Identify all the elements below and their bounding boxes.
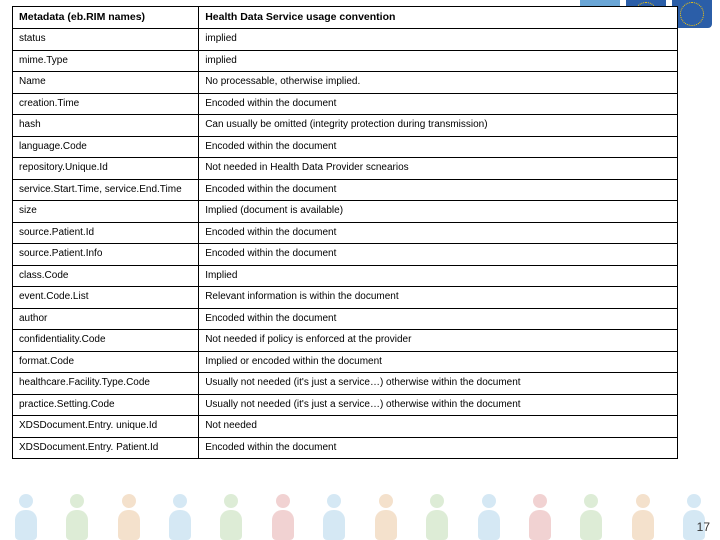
table-row: NameNo processable, otherwise implied. — [13, 72, 678, 94]
table-header-row: Metadata (eb.RIM names) Health Data Serv… — [13, 7, 678, 29]
table-row: XDSDocument.Entry. unique.IdNot needed — [13, 416, 678, 438]
person-icon — [165, 494, 195, 540]
convention-cell: Encoded within the document — [199, 437, 678, 459]
person-icon — [371, 494, 401, 540]
convention-cell: Usually not needed (it's just a service…… — [199, 394, 678, 416]
convention-cell: Encoded within the document — [199, 222, 678, 244]
metadata-cell: source.Patient.Id — [13, 222, 199, 244]
convention-cell: Encoded within the document — [199, 244, 678, 266]
table-row: mime.Typeimplied — [13, 50, 678, 72]
metadata-cell: status — [13, 29, 199, 51]
convention-cell: Not needed — [199, 416, 678, 438]
table-row: format.CodeImplied or encoded within the… — [13, 351, 678, 373]
metadata-cell: class.Code — [13, 265, 199, 287]
convention-cell: Implied — [199, 265, 678, 287]
metadata-cell: confidentiality.Code — [13, 330, 199, 352]
table-row: sizeImplied (document is available) — [13, 201, 678, 223]
metadata-table: Metadata (eb.RIM names) Health Data Serv… — [12, 6, 678, 459]
metadata-cell: repository.Unique.Id — [13, 158, 199, 180]
convention-cell: Implied or encoded within the document — [199, 351, 678, 373]
table-row: practice.Setting.CodeUsually not needed … — [13, 394, 678, 416]
metadata-cell: Name — [13, 72, 199, 94]
convention-cell: Usually not needed (it's just a service…… — [199, 373, 678, 395]
person-icon — [11, 494, 41, 540]
metadata-cell: hash — [13, 115, 199, 137]
metadata-cell: XDSDocument.Entry. Patient.Id — [13, 437, 199, 459]
person-icon — [525, 494, 555, 540]
table-row: healthcare.Facility.Type.CodeUsually not… — [13, 373, 678, 395]
person-icon — [114, 494, 144, 540]
table-row: confidentiality.CodeNot needed if policy… — [13, 330, 678, 352]
convention-cell: No processable, otherwise implied. — [199, 72, 678, 94]
convention-cell: implied — [199, 29, 678, 51]
person-icon — [628, 494, 658, 540]
person-icon — [422, 494, 452, 540]
metadata-cell: healthcare.Facility.Type.Code — [13, 373, 199, 395]
convention-cell: Implied (document is available) — [199, 201, 678, 223]
col-header-convention: Health Data Service usage convention — [199, 7, 678, 29]
convention-cell: Encoded within the document — [199, 93, 678, 115]
convention-cell: Encoded within the document — [199, 179, 678, 201]
person-icon — [62, 494, 92, 540]
table-row: authorEncoded within the document — [13, 308, 678, 330]
convention-cell: Not needed if policy is enforced at the … — [199, 330, 678, 352]
table-row: source.Patient.InfoEncoded within the do… — [13, 244, 678, 266]
convention-cell: Encoded within the document — [199, 136, 678, 158]
table-row: language.CodeEncoded within the document — [13, 136, 678, 158]
table-row: event.Code.ListRelevant information is w… — [13, 287, 678, 309]
metadata-cell: mime.Type — [13, 50, 199, 72]
table-row: source.Patient.IdEncoded within the docu… — [13, 222, 678, 244]
metadata-cell: source.Patient.Info — [13, 244, 199, 266]
table-row: repository.Unique.IdNot needed in Health… — [13, 158, 678, 180]
person-icon — [216, 494, 246, 540]
convention-cell: Encoded within the document — [199, 308, 678, 330]
page-number: 17 — [697, 520, 710, 534]
metadata-cell: service.Start.Time, service.End.Time — [13, 179, 199, 201]
convention-cell: Can usually be omitted (integrity protec… — [199, 115, 678, 137]
convention-cell: Not needed in Health Data Provider scnea… — [199, 158, 678, 180]
slide-content: Metadata (eb.RIM names) Health Data Serv… — [0, 0, 720, 461]
col-header-metadata: Metadata (eb.RIM names) — [13, 7, 199, 29]
person-icon — [576, 494, 606, 540]
person-icon — [268, 494, 298, 540]
person-icon — [474, 494, 504, 540]
metadata-cell: size — [13, 201, 199, 223]
table-row: statusimplied — [13, 29, 678, 51]
metadata-cell: event.Code.List — [13, 287, 199, 309]
metadata-cell: author — [13, 308, 199, 330]
table-row: creation.TimeEncoded within the document — [13, 93, 678, 115]
metadata-cell: creation.Time — [13, 93, 199, 115]
person-icon — [319, 494, 349, 540]
convention-cell: implied — [199, 50, 678, 72]
metadata-cell: language.Code — [13, 136, 199, 158]
metadata-cell: format.Code — [13, 351, 199, 373]
table-row: XDSDocument.Entry. Patient.IdEncoded wit… — [13, 437, 678, 459]
convention-cell: Relevant information is within the docum… — [199, 287, 678, 309]
metadata-cell: practice.Setting.Code — [13, 394, 199, 416]
metadata-cell: XDSDocument.Entry. unique.Id — [13, 416, 199, 438]
table-row: hashCan usually be omitted (integrity pr… — [13, 115, 678, 137]
table-row: class.CodeImplied — [13, 265, 678, 287]
table-row: service.Start.Time, service.End.TimeEnco… — [13, 179, 678, 201]
